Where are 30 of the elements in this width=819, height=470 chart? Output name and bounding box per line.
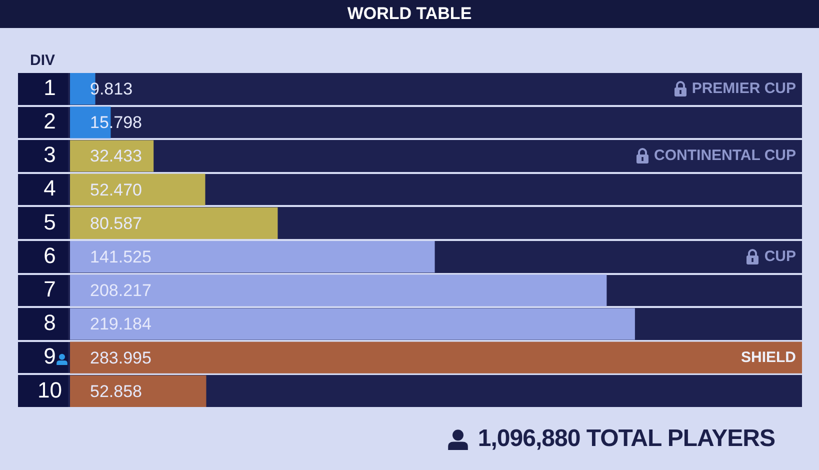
y-tick-label: 5 bbox=[44, 209, 56, 234]
bar bbox=[70, 174, 206, 206]
data-label: 219.184 bbox=[90, 314, 152, 334]
annotation: SHIELD bbox=[740, 348, 796, 367]
bar bbox=[70, 342, 802, 374]
data-label: 80.587 bbox=[90, 214, 142, 233]
bar bbox=[70, 207, 278, 239]
data-label: 52.858 bbox=[90, 382, 142, 401]
data-label: 208.217 bbox=[90, 281, 152, 300]
data-label: 52.470 bbox=[90, 180, 142, 200]
data-label: 283.995 bbox=[90, 348, 152, 368]
bar bbox=[70, 375, 206, 407]
y-tick-label: 6 bbox=[44, 242, 56, 268]
y-tick-label: 4 bbox=[44, 176, 56, 201]
y-tick-label: 1 bbox=[44, 74, 56, 100]
y-tick-label: 8 bbox=[44, 310, 56, 336]
data-label: 32.433 bbox=[90, 146, 142, 166]
annotation: CUP bbox=[764, 248, 796, 266]
y-tick-label: 3 bbox=[44, 142, 56, 168]
y-tick-label: 2 bbox=[44, 108, 56, 134]
annotation: CONTINENTAL CUP bbox=[654, 147, 796, 165]
data-label: 141.525 bbox=[90, 247, 152, 266]
y-tick-label: 10 bbox=[38, 377, 62, 402]
annotation: PREMIER CUP bbox=[692, 80, 796, 98]
bar bbox=[70, 140, 154, 172]
chart-title: WORLD TABLE bbox=[347, 4, 472, 23]
text: 1,096,880 TOTAL PLAYERS bbox=[478, 424, 775, 454]
y-axis-title: DIV bbox=[30, 52, 56, 69]
y-tick-label: 7 bbox=[44, 276, 56, 302]
y-tick-label: 9 bbox=[44, 344, 56, 369]
